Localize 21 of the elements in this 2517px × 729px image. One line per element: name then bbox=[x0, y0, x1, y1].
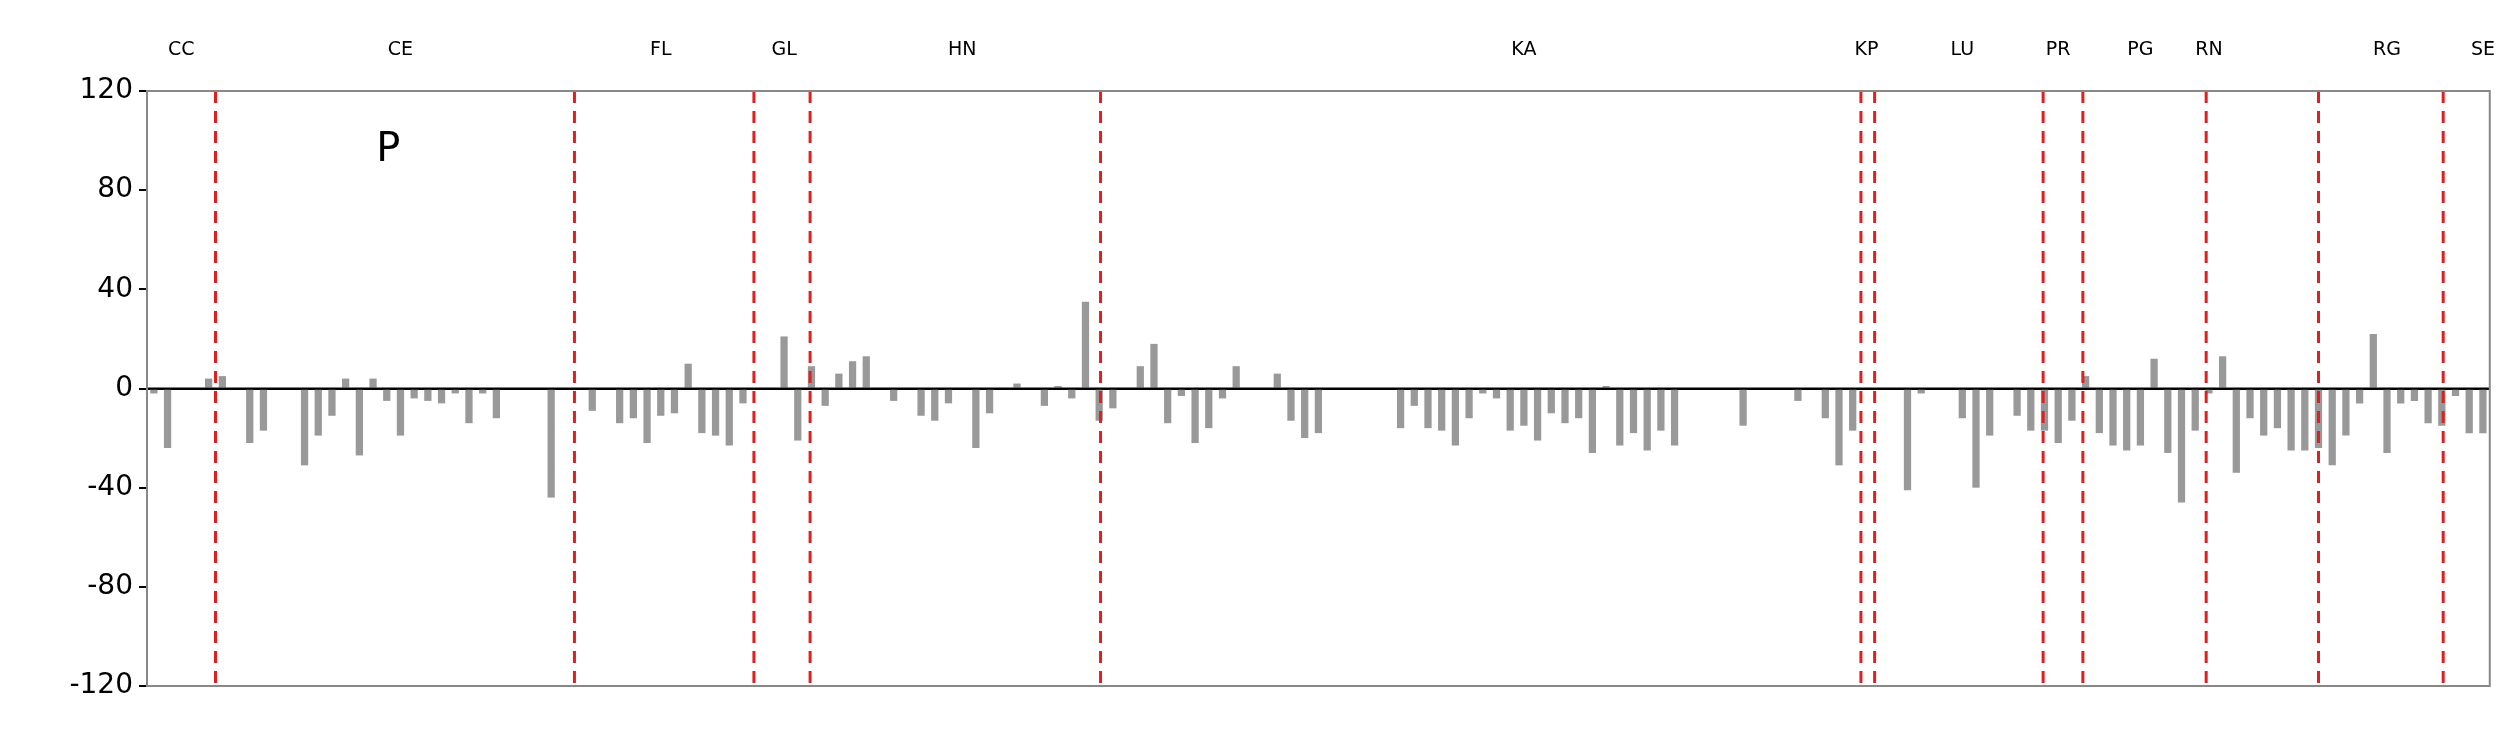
x-tick-label: PR bbox=[2045, 36, 2071, 59]
x-tick-label: FL bbox=[650, 36, 672, 59]
y-tick-label: -80 bbox=[87, 568, 133, 602]
x-tick-label: PG bbox=[2127, 36, 2154, 59]
x-tick-label: RG bbox=[2373, 36, 2401, 59]
y-tick-label: 80 bbox=[97, 171, 133, 205]
x-tick-label: SE bbox=[2470, 36, 2495, 59]
x-tick-label: KA bbox=[1511, 36, 1537, 59]
y-tick-label: 0 bbox=[115, 369, 133, 403]
x-tick-label: CE bbox=[387, 36, 414, 59]
y-tick-label: -120 bbox=[69, 667, 133, 701]
x-tick-label: KP bbox=[1854, 36, 1879, 59]
y-tick-label: 40 bbox=[97, 270, 133, 304]
x-tick-label: HN bbox=[947, 36, 977, 59]
y-tick-label: 120 bbox=[79, 72, 133, 106]
x-tick-label: RN bbox=[2195, 36, 2223, 59]
annotation: P bbox=[376, 123, 401, 170]
x-tick-label: CC bbox=[167, 36, 195, 59]
x-tick-label: GL bbox=[771, 36, 798, 59]
y-tick-label: -40 bbox=[87, 468, 133, 502]
x-tick-label: LU bbox=[1950, 36, 1975, 59]
